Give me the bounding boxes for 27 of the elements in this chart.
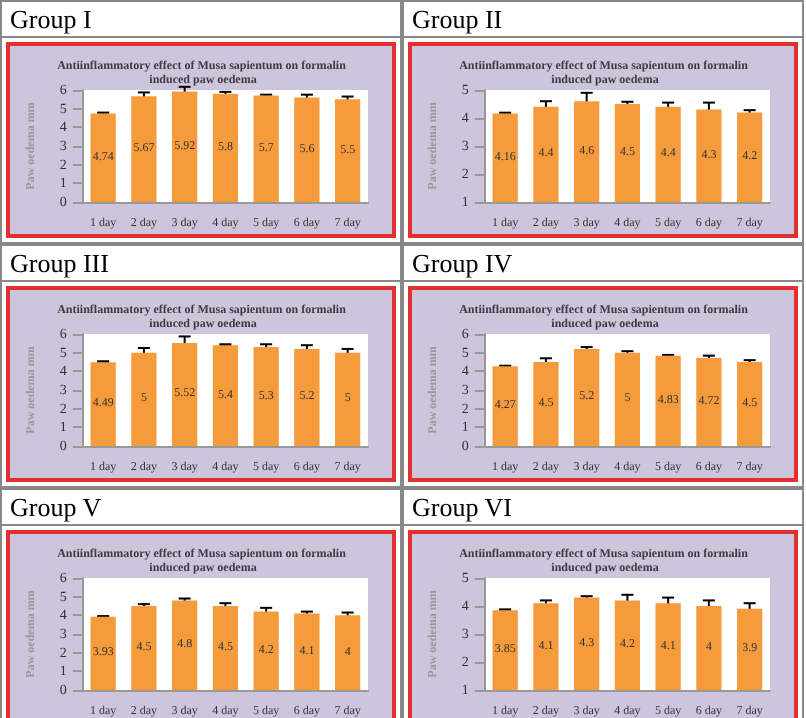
bar xyxy=(90,616,116,690)
bar xyxy=(335,99,361,202)
bar xyxy=(335,352,361,446)
bar xyxy=(335,615,361,690)
bar xyxy=(212,606,239,690)
chart-title: Group IV xyxy=(404,246,802,282)
bar xyxy=(90,113,116,202)
bar xyxy=(131,606,157,690)
bar xyxy=(294,613,320,690)
bar xyxy=(212,93,239,202)
bar xyxy=(90,362,116,446)
bar xyxy=(172,600,198,690)
chart-title: Group III xyxy=(2,246,400,282)
bar xyxy=(253,95,279,202)
chart-title: Group VI xyxy=(404,490,802,526)
bar xyxy=(212,345,239,446)
bar xyxy=(131,352,157,446)
bar xyxy=(253,611,279,690)
bar xyxy=(172,342,198,446)
chart-title: Group I xyxy=(2,2,400,38)
bar xyxy=(294,348,320,446)
bar xyxy=(131,96,157,202)
chart-title: Group V xyxy=(2,490,400,526)
chart-title: Group II xyxy=(404,2,802,38)
bar xyxy=(172,91,198,202)
bar xyxy=(294,97,320,202)
bar xyxy=(253,347,279,446)
